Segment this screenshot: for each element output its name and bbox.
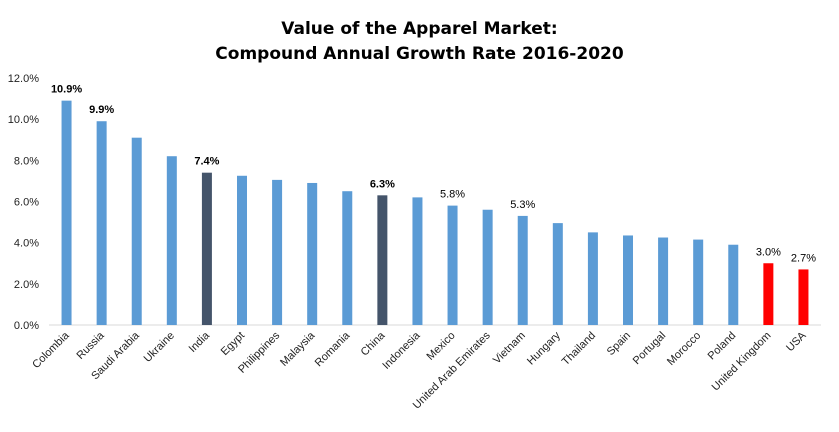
data-label: 6.3% <box>370 178 395 190</box>
data-label: 2.7% <box>791 252 816 264</box>
data-label: 5.8% <box>440 189 465 201</box>
bar <box>552 223 563 325</box>
x-tick-label: Spain <box>605 330 633 358</box>
x-tick-label: Russia <box>74 329 107 362</box>
x-tick-label: Indonesia <box>380 329 423 372</box>
bar <box>96 121 107 325</box>
bar <box>201 172 212 325</box>
bar <box>728 244 739 325</box>
x-tick-label: Egypt <box>219 330 247 358</box>
bar <box>237 175 247 325</box>
x-tick-label: Malaysia <box>278 329 318 369</box>
bar <box>763 263 774 325</box>
y-tick-label: 12.0% <box>8 73 39 85</box>
bar <box>377 195 388 325</box>
x-tick-label: Romania <box>313 329 353 369</box>
y-tick-label: 10.0% <box>8 114 39 126</box>
data-label: 3.0% <box>756 246 781 258</box>
bar <box>587 232 598 325</box>
x-tick-label: Mexico <box>425 330 458 363</box>
data-label: 9.9% <box>89 104 114 116</box>
bar <box>342 191 353 325</box>
bar <box>131 137 142 325</box>
bar <box>517 215 528 325</box>
x-tick-label: Poland <box>706 330 739 363</box>
x-tick-label: Thailand <box>560 330 598 368</box>
bar <box>61 100 72 326</box>
bar <box>623 235 633 325</box>
data-label: 10.9% <box>51 84 82 96</box>
x-tick-label: Ukraine <box>142 330 177 365</box>
x-tick-label: Hungary <box>525 329 563 367</box>
bar <box>482 209 493 325</box>
x-tick-label: Colombia <box>30 329 72 371</box>
x-tick-label: Portugal <box>631 330 668 367</box>
x-tick-label: USA <box>784 329 809 354</box>
y-tick-label: 0.0% <box>14 320 39 332</box>
data-label: 5.3% <box>510 199 535 211</box>
y-tick-label: 2.0% <box>14 279 39 291</box>
bar <box>447 205 458 325</box>
bar <box>412 197 423 325</box>
x-tick-label: Vietnam <box>491 330 528 367</box>
bar <box>307 182 318 325</box>
bar <box>272 179 283 325</box>
bar <box>166 156 177 325</box>
y-tick-label: 8.0% <box>14 155 39 167</box>
y-tick-label: 6.0% <box>14 197 39 209</box>
data-label: 7.4% <box>194 156 219 168</box>
bar <box>798 269 809 325</box>
x-tick-label: China <box>359 329 388 358</box>
bar <box>693 239 704 325</box>
chart-title-line-2: Compound Annual Growth Rate 2016-2020 <box>215 44 624 64</box>
y-tick-label: 4.0% <box>14 238 39 250</box>
x-tick-label: India <box>187 329 213 355</box>
x-tick-label: Morocco <box>665 330 703 368</box>
bar <box>658 237 669 325</box>
chart-title-line-1: Value of the Apparel Market: <box>281 19 558 39</box>
